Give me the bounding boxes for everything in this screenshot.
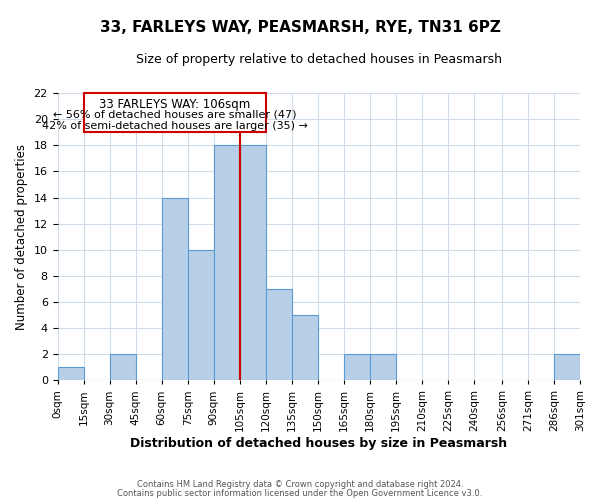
Bar bbox=[161, 198, 188, 380]
Text: ← 56% of detached houses are smaller (47): ← 56% of detached houses are smaller (47… bbox=[53, 110, 296, 120]
Bar bbox=[370, 354, 396, 380]
Bar bbox=[188, 250, 214, 380]
Text: Contains public sector information licensed under the Open Government Licence v3: Contains public sector information licen… bbox=[118, 489, 482, 498]
Title: Size of property relative to detached houses in Peasmarsh: Size of property relative to detached ho… bbox=[136, 52, 502, 66]
Bar bbox=[58, 367, 83, 380]
Bar bbox=[292, 315, 318, 380]
Text: Contains HM Land Registry data © Crown copyright and database right 2024.: Contains HM Land Registry data © Crown c… bbox=[137, 480, 463, 489]
Text: 33 FARLEYS WAY: 106sqm: 33 FARLEYS WAY: 106sqm bbox=[99, 98, 250, 110]
Bar bbox=[110, 354, 136, 380]
Bar bbox=[214, 146, 240, 380]
FancyBboxPatch shape bbox=[83, 93, 266, 132]
Bar bbox=[266, 289, 292, 380]
Bar bbox=[240, 146, 266, 380]
Bar bbox=[554, 354, 580, 380]
X-axis label: Distribution of detached houses by size in Peasmarsh: Distribution of detached houses by size … bbox=[130, 437, 508, 450]
Text: 42% of semi-detached houses are larger (35) →: 42% of semi-detached houses are larger (… bbox=[42, 122, 308, 132]
Bar bbox=[344, 354, 370, 380]
Text: 33, FARLEYS WAY, PEASMARSH, RYE, TN31 6PZ: 33, FARLEYS WAY, PEASMARSH, RYE, TN31 6P… bbox=[100, 20, 500, 35]
Y-axis label: Number of detached properties: Number of detached properties bbox=[15, 144, 28, 330]
